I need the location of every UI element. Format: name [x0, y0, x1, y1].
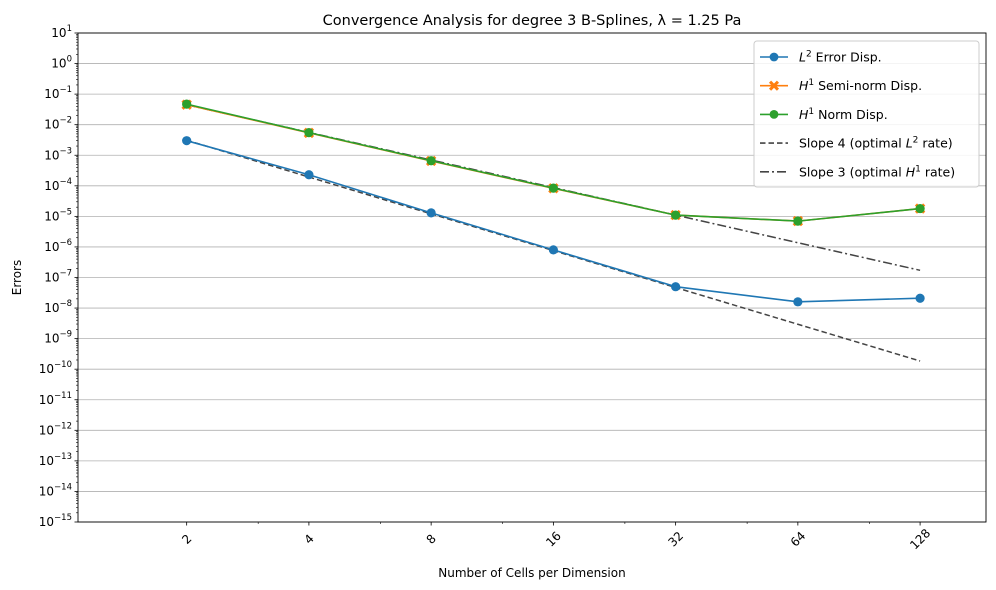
- data-point: [304, 170, 314, 180]
- y-tick-label: 101: [51, 24, 72, 40]
- legend-entry: L2 Error Disp.: [760, 50, 882, 65]
- y-tick-label: 10−1: [44, 85, 72, 101]
- y-tick-label: 10−8: [44, 299, 72, 315]
- data-point: [182, 136, 192, 146]
- series-0: [182, 136, 925, 307]
- legend-label: H1 Norm Disp.: [799, 107, 888, 122]
- data-point: [304, 128, 314, 138]
- legend-label: Slope 3 (optimal H1 rate): [799, 164, 955, 179]
- y-tick-label: 10−3: [44, 146, 72, 162]
- legend-box: [753, 40, 980, 188]
- x-axis-title: Number of Cells per Dimension: [438, 566, 625, 580]
- data-point: [915, 293, 925, 303]
- series-layer: [181, 99, 926, 362]
- y-tick-label: 10−15: [39, 513, 72, 529]
- axis-ticks: 10−1510−1410−1310−1210−1110−1010−910−810…: [39, 24, 934, 552]
- y-tick-label: 10−11: [39, 391, 72, 407]
- data-point: [182, 99, 192, 109]
- series-2: [182, 99, 925, 226]
- y-tick-label: 10−7: [44, 269, 72, 285]
- legend-entry: H1 Semi-norm Disp.: [760, 78, 922, 93]
- legend-label: H1 Semi-norm Disp.: [799, 78, 922, 93]
- x-tick-label: 2: [179, 532, 194, 547]
- data-point: [671, 282, 681, 292]
- legend-entry: H1 Norm Disp.: [760, 107, 888, 122]
- chart-title: Convergence Analysis for degree 3 B-Spli…: [323, 13, 742, 29]
- y-tick-label: 10−2: [44, 116, 72, 132]
- legend-label: Slope 4 (optimal L2 rate): [799, 136, 953, 151]
- x-tick-label: 128: [907, 526, 933, 552]
- data-point: [793, 297, 803, 307]
- data-point: [769, 52, 779, 62]
- x-tick-label: 4: [301, 532, 316, 547]
- data-point: [548, 245, 558, 255]
- y-tick-label: 10−5: [44, 207, 72, 223]
- x-tick-label: 16: [543, 529, 564, 550]
- legend-label: L2 Error Disp.: [799, 50, 882, 65]
- legend-entry: Slope 4 (optimal L2 rate): [760, 136, 953, 151]
- x-tick-label: 32: [665, 529, 686, 550]
- y-tick-label: 10−10: [39, 360, 72, 376]
- data-point: [426, 156, 436, 166]
- data-point: [915, 203, 925, 214]
- y-tick-label: 10−12: [39, 421, 72, 437]
- y-tick-label: 10−9: [44, 330, 72, 346]
- x-tick-label: 64: [788, 529, 809, 550]
- data-point: [768, 80, 780, 91]
- data-point: [426, 208, 436, 218]
- data-point: [769, 110, 779, 119]
- y-tick-label: 10−13: [39, 452, 72, 468]
- y-tick-label: 10−6: [44, 238, 72, 254]
- legend-entry: Slope 3 (optimal H1 rate): [760, 164, 955, 179]
- y-axis-title: Errors: [10, 260, 24, 296]
- y-tick-label: 10−4: [44, 177, 72, 193]
- data-point: [671, 210, 681, 220]
- x-tick-label: 8: [424, 532, 439, 547]
- y-tick-label: 100: [51, 55, 72, 71]
- data-point: [793, 216, 803, 226]
- data-point: [548, 183, 558, 193]
- y-tick-label: 10−14: [39, 482, 72, 498]
- legend: L2 Error Disp. H1 Semi-norm Disp. H1 Norm …: [753, 40, 980, 188]
